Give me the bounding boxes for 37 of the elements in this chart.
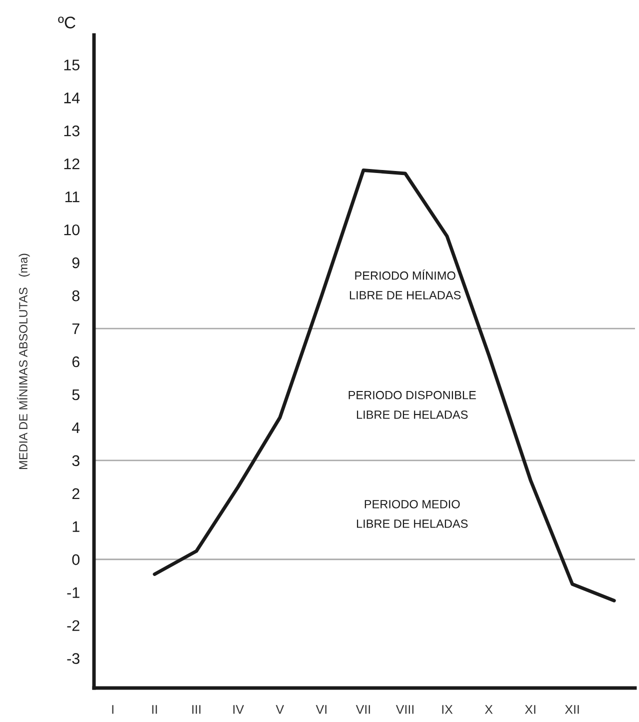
x-tick-label: VI xyxy=(316,705,326,714)
x-tick-label: VII xyxy=(356,705,370,714)
x-tick-label: XI xyxy=(524,705,536,714)
y-tick-label: 0 xyxy=(72,554,80,566)
x-tick-label: IV xyxy=(233,705,244,714)
annotation: PERIODO DISPONIBLE LIBRE DE HELADAS xyxy=(348,390,476,419)
y-tick-label: 12 xyxy=(64,158,80,170)
x-tick-label: V xyxy=(276,705,284,714)
y-tick-label: 10 xyxy=(64,224,80,236)
y-tick-label: 11 xyxy=(65,192,80,202)
y-tick-label: 8 xyxy=(72,290,80,302)
y-tick-label: 7 xyxy=(72,324,80,334)
annotation: PERIODO MEDIO LIBRE DE HELADAS xyxy=(356,500,468,528)
text: ºC xyxy=(58,16,76,28)
y-tick-label: 15 xyxy=(64,60,80,70)
y-tick-label: 5 xyxy=(72,390,80,400)
line-series xyxy=(152,168,616,602)
y-tick-label: 9 xyxy=(72,257,80,268)
y-axis-title: MEDIA DE MÍNIMAS ABSOLUTAS (ma) xyxy=(17,254,30,469)
x-tick-label: III xyxy=(192,705,200,714)
annotation: PERIODO MÍNIMO LIBRE DE HELADAS xyxy=(350,269,461,300)
y-tick-label: 4 xyxy=(72,422,80,433)
x-tick-label: XII xyxy=(564,705,579,714)
x-tick-label: VIII xyxy=(396,705,414,714)
y-tick-label: -1 xyxy=(67,587,80,598)
x-tick-label: I xyxy=(112,705,114,714)
y-tick-label: 3 xyxy=(72,455,80,466)
x-tick-label: II xyxy=(152,705,157,714)
y-tick-label: 2 xyxy=(72,488,80,499)
y-tick-label: -2 xyxy=(67,620,80,631)
y-tick-label: 6 xyxy=(72,356,80,368)
x-tick-label: IX xyxy=(442,705,453,714)
x-tick-label: X xyxy=(484,705,493,714)
y-tick-label: 13 xyxy=(64,126,80,136)
y-tick-label: 1 xyxy=(72,521,80,532)
y-tick-label: -3 xyxy=(67,653,80,664)
y-tick-label: 14 xyxy=(64,92,80,104)
